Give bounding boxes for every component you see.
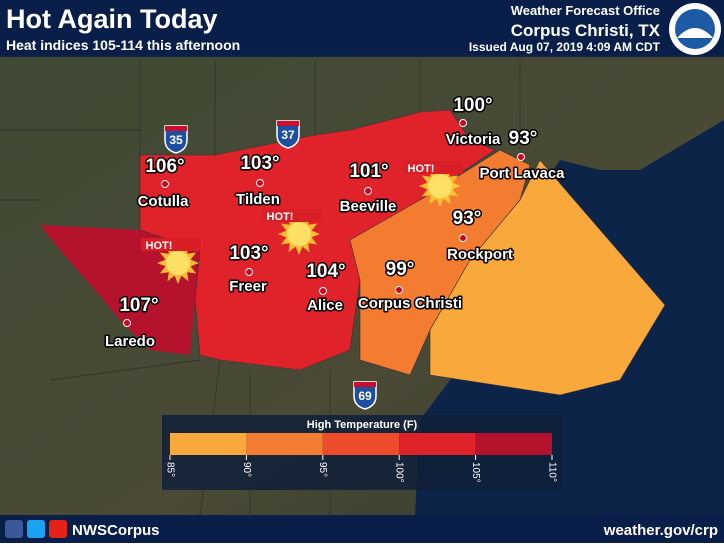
city-dot	[256, 179, 264, 187]
legend-tick-label: 95°	[317, 462, 328, 477]
city-temp: 106°	[145, 156, 184, 177]
shield-top	[354, 382, 376, 387]
shield-top	[165, 126, 187, 131]
legend-swatch	[475, 433, 552, 455]
sun	[428, 174, 452, 198]
badge-text: HOT!	[146, 240, 173, 252]
issued: Issued Aug 07, 2019 4:09 AM CDT	[469, 40, 661, 54]
city-dot	[161, 180, 169, 188]
footer-bar	[0, 515, 724, 543]
city-dot	[395, 286, 403, 294]
legend-tick-label: 110°	[546, 462, 557, 482]
region-105-110	[40, 225, 200, 355]
city-dot	[517, 153, 525, 161]
city-temp: 107°	[119, 295, 158, 316]
region-90-95	[429, 159, 666, 396]
city-name: Corpus Christi	[358, 295, 462, 312]
interstate-shield	[276, 120, 300, 149]
legend-tick-label: 105°	[470, 462, 481, 483]
city-temp: 93°	[453, 208, 482, 229]
sun	[166, 251, 190, 275]
city-name: Freer	[229, 278, 267, 295]
badge	[141, 238, 201, 251]
interstate-shield	[164, 125, 188, 154]
badge	[403, 161, 463, 174]
city-dot	[459, 119, 467, 127]
legend-swatch	[246, 433, 323, 455]
city-temp: 100°	[453, 95, 492, 116]
city-temp: 101°	[349, 161, 388, 182]
content: 35 37 69 HOT! HOT! HOT! 106° Cotulla 103° Tilden 1…	[103, 94, 567, 410]
city-temp: 103°	[229, 243, 268, 264]
legend-title: High Temperature (F)	[307, 419, 418, 431]
city-dot	[123, 319, 131, 327]
legend-swatch	[322, 433, 400, 455]
city-name: Alice	[307, 297, 343, 314]
city-name: Victoria	[446, 131, 501, 148]
location: Corpus Christi, TX	[511, 21, 661, 40]
social-icons	[5, 520, 67, 538]
city-temp: 93°	[509, 128, 538, 149]
city-name: Laredo	[105, 333, 155, 350]
shield-number: 69	[358, 389, 372, 403]
legend-swatch	[170, 433, 247, 455]
city-name: Rockport	[447, 246, 513, 263]
badge-text: HOT!	[408, 163, 435, 175]
city-temp: 104°	[306, 261, 345, 282]
city-dot	[319, 287, 327, 295]
legend-tick-label: 85°	[164, 462, 175, 477]
legend-tick-label: 100°	[394, 462, 405, 483]
city-dot	[245, 268, 253, 276]
city-dot	[459, 234, 467, 242]
city-name: Beeville	[340, 198, 397, 215]
office: Weather Forecast Office	[511, 3, 660, 18]
city-temp: 103°	[240, 153, 279, 174]
sun	[287, 222, 311, 246]
legend-swatch	[399, 433, 476, 455]
badge	[262, 209, 322, 222]
legend-tick-label: 90°	[241, 462, 252, 477]
city-name: Port Lavaca	[479, 165, 565, 182]
city-name: Tilden	[236, 191, 280, 208]
noaa-logo	[669, 3, 721, 55]
city-dot	[364, 187, 372, 195]
shield-top	[277, 121, 299, 126]
header-bar	[0, 0, 724, 57]
social-handle: NWSCorpus	[72, 522, 160, 539]
interstate-shield	[353, 381, 377, 410]
city-temp: 99°	[386, 259, 415, 280]
shield-number: 37	[281, 128, 295, 142]
title: Hot Again Today	[6, 4, 218, 34]
shield-number: 35	[169, 133, 183, 147]
website: weather.gov/crp	[603, 522, 718, 539]
city-name: Cotulla	[138, 193, 189, 210]
subtitle: Heat indices 105-114 this afternoon	[6, 37, 240, 53]
badge-text: HOT!	[267, 211, 294, 223]
